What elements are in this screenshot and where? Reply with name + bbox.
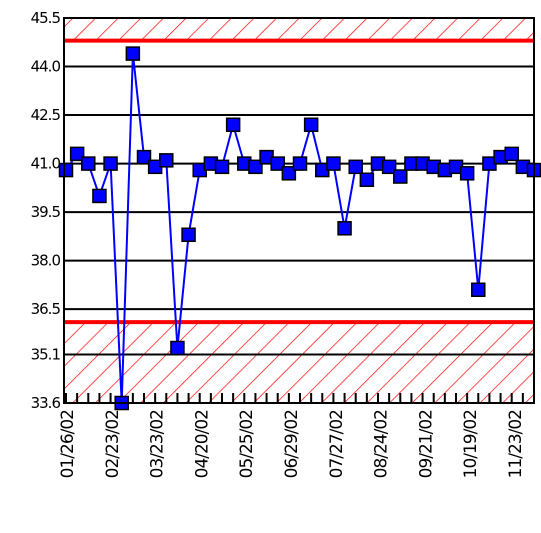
data-point (81, 156, 96, 171)
data-point (381, 159, 397, 175)
data-point (348, 159, 363, 175)
x-tick-label: 02/23/02 (103, 410, 123, 479)
x-tick-label: 01/26/02 (58, 410, 78, 479)
data-point (103, 156, 118, 171)
y-tick-label: 35.1 (31, 345, 61, 363)
lower-limit-band (63, 321, 535, 404)
y-tick-label: 44.0 (31, 58, 61, 76)
data-point (326, 156, 341, 171)
data-point (181, 227, 196, 243)
y-tick-label: 39.5 (31, 203, 61, 221)
y-tick-label: 42.5 (31, 106, 61, 124)
y-tick-label: 38.0 (31, 252, 61, 270)
data-point (170, 340, 185, 356)
x-tick-label: 11/23/02 (506, 410, 526, 479)
data-point (281, 166, 297, 181)
data-point (92, 188, 107, 204)
y-tick-label: 41.0 (31, 155, 61, 173)
y-tick-label: 45.5 (31, 9, 61, 27)
data-point (459, 166, 475, 181)
upper-limit-band (63, 17, 535, 42)
y-tick-label: 36.5 (31, 300, 61, 318)
data-point (225, 117, 241, 133)
data-point (136, 149, 152, 165)
data-point (292, 156, 308, 171)
data-point (303, 117, 319, 133)
data-point (248, 159, 263, 175)
data-point (69, 146, 85, 162)
data-point (58, 162, 74, 178)
x-tick-label: 06/29/02 (282, 410, 302, 479)
x-tick-label: 08/24/02 (372, 410, 392, 479)
x-tick-label: 04/20/02 (192, 410, 212, 479)
data-point (125, 46, 141, 61)
data-point (270, 156, 285, 171)
data-point (504, 146, 519, 162)
data-point (393, 169, 408, 184)
data-point (359, 172, 375, 188)
x-tick-label: 05/25/02 (237, 410, 257, 479)
data-point (337, 221, 352, 236)
x-tick-label: 09/21/02 (416, 410, 436, 479)
data-point (159, 153, 174, 168)
data-point (471, 282, 486, 298)
data-point (214, 159, 230, 175)
x-tick-label: 03/23/02 (148, 410, 168, 479)
y-tick-label: 33.6 (31, 394, 61, 412)
x-tick-label: 10/19/02 (461, 410, 481, 479)
x-tick-label: 07/27/02 (327, 410, 347, 479)
plot-frame (63, 17, 535, 404)
